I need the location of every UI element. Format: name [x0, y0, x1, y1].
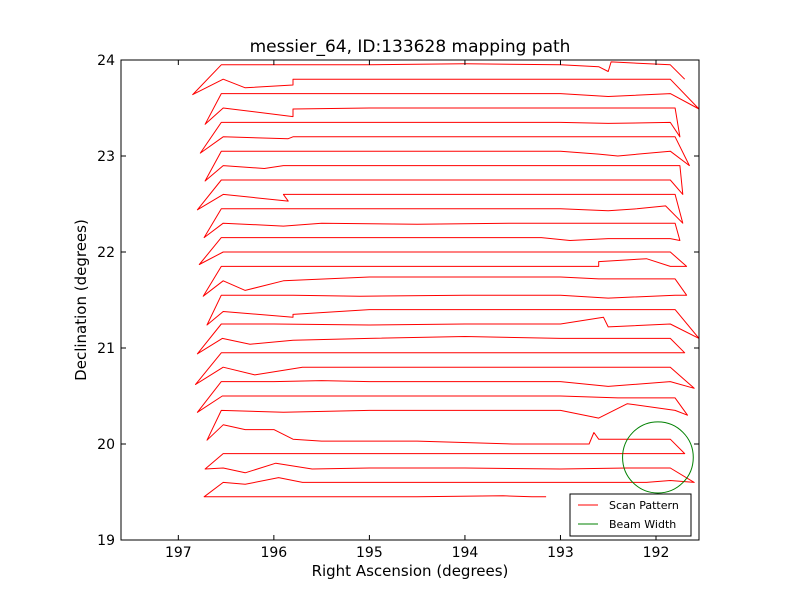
legend-label-scan-pattern: Scan Pattern [609, 499, 679, 512]
chart-title: messier_64, ID:133628 mapping path [250, 37, 571, 57]
x-tick-label: 192 [643, 545, 670, 561]
x-tick-label: 193 [547, 545, 574, 561]
y-tick-label: 20 [97, 437, 115, 453]
series-layer [192, 61, 699, 498]
y-tick-label: 22 [97, 245, 115, 261]
x-tick-label: 194 [452, 545, 479, 561]
y-tick-label: 21 [97, 341, 115, 357]
ticks-layer: 197 196 195 194 193 192 19 20 21 22 23 24 [97, 53, 699, 561]
plot-area [121, 60, 699, 540]
x-axis-title: Right Ascension (degrees) [312, 562, 509, 580]
beam-width-circle [622, 421, 694, 494]
x-tick-label: 197 [165, 545, 192, 561]
y-tick-label: 19 [97, 533, 115, 549]
x-tick-label: 196 [260, 545, 287, 561]
y-tick-label: 23 [97, 149, 115, 165]
plot-frame [120, 59, 700, 541]
legend-box [569, 493, 692, 537]
legend-label-beam-width: Beam Width [609, 518, 676, 531]
y-axis-title: Declination (degrees) [72, 219, 90, 381]
y-tick-label: 24 [97, 53, 115, 69]
series-line-0 [192, 61, 699, 498]
x-tick-label: 195 [356, 545, 383, 561]
legend: Scan Pattern Beam Width [569, 493, 692, 537]
